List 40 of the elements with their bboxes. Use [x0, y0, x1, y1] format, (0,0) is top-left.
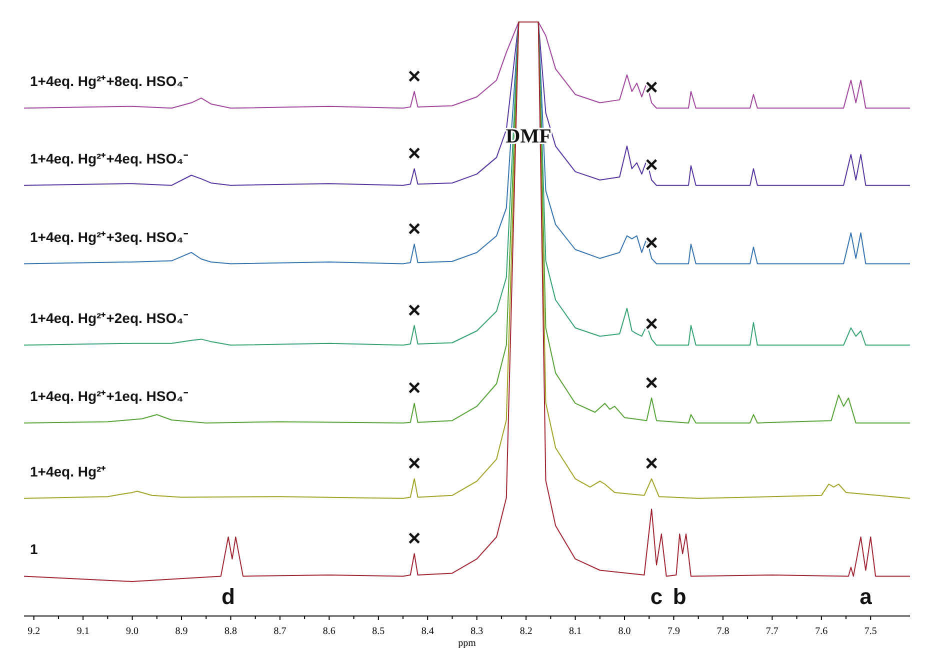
annotation: b	[672, 584, 686, 609]
x-tick-label: 7.9	[667, 626, 680, 637]
annotation: ×	[645, 450, 658, 476]
x-tick-label: 8.6	[322, 626, 336, 637]
annotation: ×	[408, 525, 421, 550]
x-tick-label: 8.4	[421, 626, 434, 637]
x-tick-label: 8.7	[274, 626, 286, 637]
series-label: 1	[30, 541, 38, 558]
x-tick-label: 8.3	[470, 626, 484, 637]
x-axis-title: ppm	[458, 638, 476, 649]
series-label: 1+4eq. Hg²⁺+3eq. HSO₄⁻	[30, 228, 188, 245]
annotation: ×	[408, 216, 421, 241]
annotation: d	[222, 584, 235, 609]
series-label: 1+4eq. Hg²⁺+2eq. HSO₄⁻	[30, 310, 188, 326]
annotation: ×	[645, 311, 658, 336]
x-tick-label: 9.1	[76, 626, 90, 637]
annotation: a	[860, 584, 873, 609]
series-label: 1+4eq. Hg²⁺+4eq. HSO₄⁻	[30, 150, 188, 166]
x-tick-label: 9.2	[28, 626, 40, 637]
x-tick-label: 7.7	[766, 626, 778, 637]
annotation: ×	[408, 140, 421, 166]
x-tick-label: 8.0	[618, 626, 631, 637]
annotation: c	[650, 584, 663, 609]
annotation: ×	[408, 375, 421, 400]
x-tick-label: 7.8	[716, 626, 730, 637]
x-tick-label: 8.1	[569, 626, 582, 637]
series-label: 1+4eq. Hg²⁺+8eq. HSO₄⁻	[30, 73, 188, 90]
x-tick-label: 8.9	[175, 626, 188, 637]
x-tick-label: 7.5	[864, 626, 877, 637]
x-tick-label: 9.0	[126, 626, 139, 637]
annotation: ×	[408, 63, 421, 88]
annotation: ×	[408, 297, 421, 322]
x-tick-label: 8.5	[372, 626, 385, 637]
x-tick-label: 8.2	[520, 626, 532, 637]
annotation: ×	[408, 450, 421, 476]
x-tick-label: 8.8	[224, 626, 237, 637]
series-label: 1+4eq. Hg²⁺	[30, 463, 106, 480]
annotation: ×	[645, 370, 658, 395]
series-label: 1+4eq. Hg²⁺+1eq. HSO₄⁻	[30, 388, 188, 404]
x-tick-label: 7.6	[815, 626, 828, 637]
